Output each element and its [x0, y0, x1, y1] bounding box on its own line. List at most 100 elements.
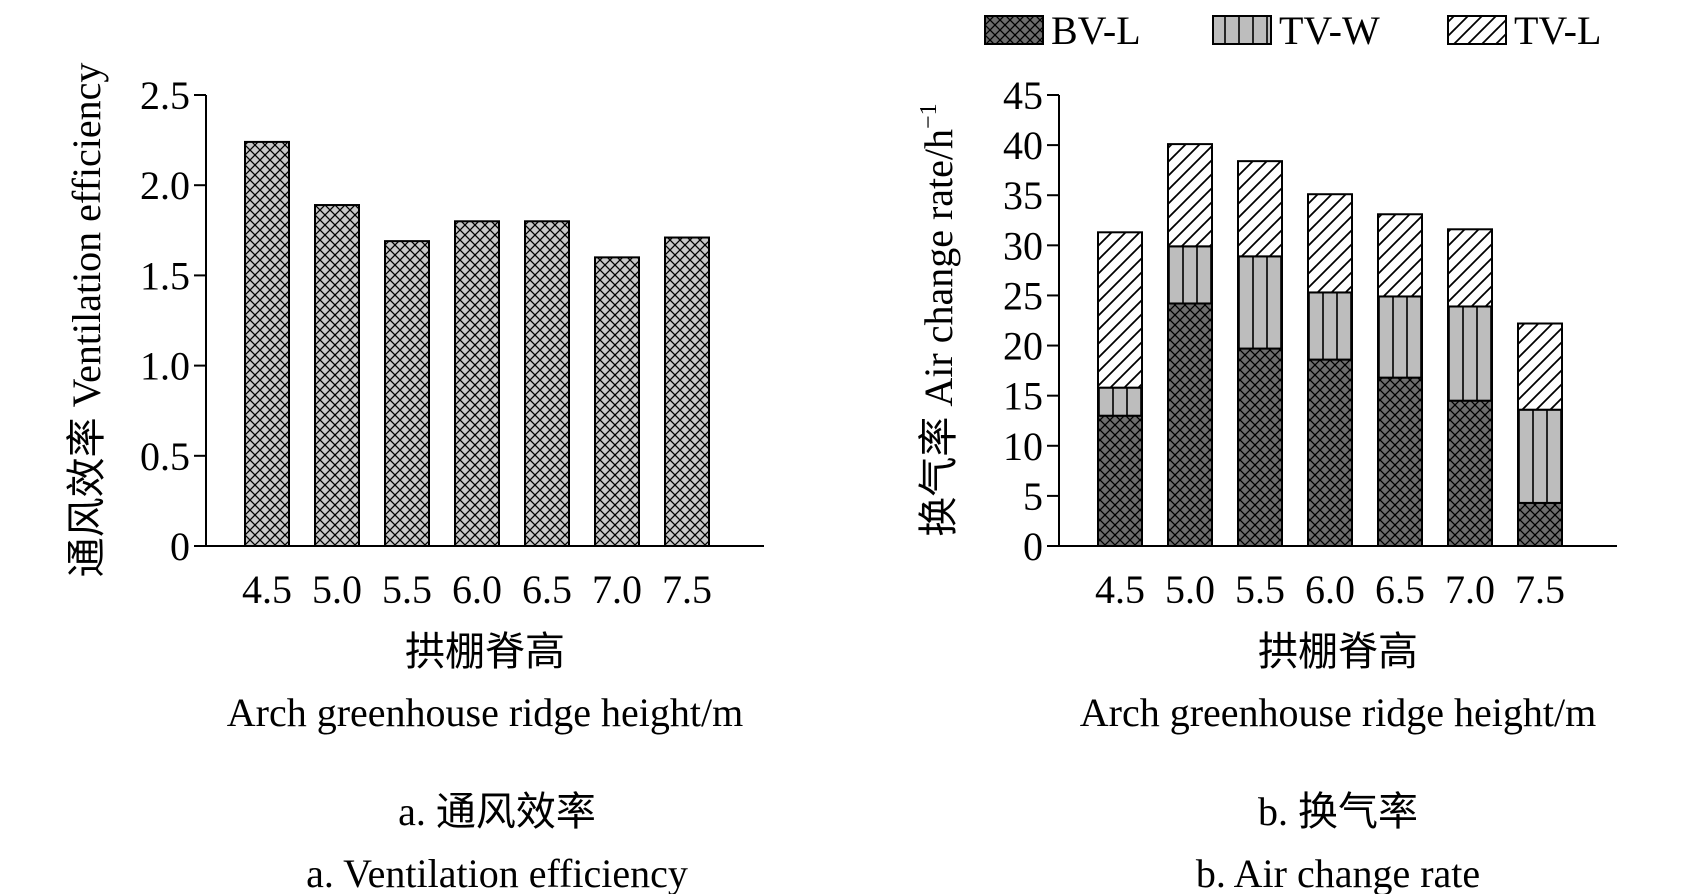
b-seg-hatch — [1167, 143, 1213, 248]
a-bar-hatch — [244, 140, 290, 548]
a-bar-hatch — [664, 236, 710, 548]
a-bar-hatch — [524, 220, 570, 547]
a-subtitle: a. Ventilation efficiency — [306, 851, 688, 894]
b-seg-hatch — [1377, 295, 1423, 379]
a-y-tick-label: 0.5 — [140, 434, 190, 479]
legend-label: TV-L — [1514, 8, 1601, 53]
a-y-tick-label: 2.0 — [140, 163, 190, 208]
b-bar-seg-tvl — [1097, 231, 1143, 389]
b-x-ticks: 4.5 5.0 5.5 6.0 6.5 7.0 7.5 — [1095, 567, 1565, 612]
b-subtitle: b. Air change rate — [1196, 851, 1480, 894]
b-seg-hatch — [1307, 193, 1353, 294]
b-y-tick-label: 45 — [1003, 73, 1043, 118]
b-seg-hatch — [1097, 414, 1143, 548]
b-title: b. 换气率 — [1258, 789, 1418, 834]
b-bar-seg-tvw — [1167, 245, 1213, 305]
b-x-tick-label: 5.0 — [1165, 567, 1215, 612]
a-x-tick-label: 6.5 — [522, 567, 572, 612]
b-ylabel-sup: −1 — [916, 103, 942, 129]
a-bar — [314, 204, 360, 547]
a-title: a. 通风效率 — [398, 789, 596, 834]
b-x-tick-label: 6.5 — [1375, 567, 1425, 612]
b-y-tick-label: 25 — [1003, 273, 1043, 318]
b-y-tick-label: 15 — [1003, 374, 1043, 419]
legend-item-tvl: TV-L — [1447, 8, 1601, 53]
b-x-tick-label: 5.5 — [1235, 567, 1285, 612]
b-x-tick-label: 7.0 — [1445, 567, 1495, 612]
b-x-tick-label: 4.5 — [1095, 567, 1145, 612]
b-bar-seg-bvl — [1237, 347, 1283, 547]
b-bar-seg-tvl — [1377, 213, 1423, 298]
b-bar-seg-bvl — [1447, 399, 1493, 547]
a-x-tick-label: 7.5 — [662, 567, 712, 612]
b-x-tick-label: 7.5 — [1515, 567, 1565, 612]
b-y-tick-label: 10 — [1003, 424, 1043, 469]
b-bar-seg-tvw — [1307, 291, 1353, 361]
b-legend: BV-L TV-W TV-L — [984, 8, 1601, 53]
b-xlabel-cn: 拱棚脊高 — [1258, 629, 1418, 674]
legend-item-tvw: TV-W — [1212, 8, 1380, 53]
a-bar-hatch — [454, 220, 500, 547]
legend-swatch — [1447, 15, 1507, 45]
a-bar-hatch — [594, 256, 640, 547]
legend-item-bvl: BV-L — [984, 8, 1141, 53]
panel-b: 0 5 10 15 20 25 30 35 40 45 4.5 5.0 5.5 6.0 6.5 7.0 7.5… — [916, 8, 1617, 894]
a-y-tick-label: 2.5 — [140, 73, 190, 118]
b-seg-hatch — [1237, 160, 1283, 258]
b-bar-seg-tvw — [1377, 295, 1423, 379]
b-seg-hatch — [1517, 501, 1563, 548]
b-ylabel-main: 换气率 Air change rate/h — [916, 129, 961, 537]
b-bar-seg-tvw — [1447, 305, 1493, 402]
b-seg-hatch — [1517, 408, 1563, 504]
a-bar-hatch — [314, 204, 360, 547]
b-seg-hatch — [1447, 228, 1493, 308]
a-bar — [664, 236, 710, 548]
a-y-ticks: 0 0.5 1.0 1.5 2.0 2.5 — [140, 73, 206, 569]
panel-a: 0 0.5 1.0 1.5 2.0 2.5 4.5 5.0 5.5 6.0 6.5 7.0 7.5 通… — [64, 63, 764, 894]
b-bars — [1097, 143, 1563, 548]
b-bar-seg-tvw — [1097, 386, 1143, 417]
a-y-tick-label: 0 — [170, 524, 190, 569]
b-bar-seg-tvl — [1237, 160, 1283, 258]
a-xlabel-cn: 拱棚脊高 — [405, 629, 565, 674]
b-seg-hatch — [1447, 305, 1493, 402]
b-bar-seg-tvl — [1447, 228, 1493, 308]
b-y-tick-label: 20 — [1003, 324, 1043, 369]
a-xlabel-en: Arch greenhouse ridge height/m — [227, 690, 744, 735]
legend-swatch — [984, 15, 1044, 45]
b-xlabel-en: Arch greenhouse ridge height/m — [1080, 690, 1597, 735]
legend-label: BV-L — [1051, 8, 1141, 53]
b-bar-seg-bvl — [1097, 414, 1143, 548]
b-seg-hatch — [1307, 291, 1353, 361]
b-y-ticks: 0 5 10 15 20 25 30 35 40 45 — [1003, 73, 1059, 569]
b-bar-seg-tvw — [1517, 408, 1563, 504]
b-seg-hatch — [1307, 358, 1353, 547]
a-ylabel: 通风效率 Ventilation efficiency — [64, 63, 109, 578]
b-seg-hatch — [1237, 255, 1283, 350]
b-bar-seg-tvl — [1517, 322, 1563, 411]
b-seg-hatch — [1097, 231, 1143, 389]
a-bar — [594, 256, 640, 547]
b-y-tick-label: 40 — [1003, 123, 1043, 168]
legend-swatch — [1212, 15, 1272, 45]
b-seg-hatch — [1097, 386, 1143, 417]
a-bar-hatch — [384, 240, 430, 547]
b-bar-seg-bvl — [1517, 501, 1563, 548]
b-seg-hatch — [1517, 322, 1563, 411]
b-bar-seg-tvl — [1307, 193, 1353, 294]
b-y-tick-label: 0 — [1023, 524, 1043, 569]
b-y-tick-label: 30 — [1003, 223, 1043, 268]
b-bar-seg-bvl — [1167, 302, 1213, 547]
b-bar-seg-tvl — [1167, 143, 1213, 248]
a-y-tick-label: 1.0 — [140, 344, 190, 389]
a-bars — [244, 140, 710, 548]
b-bar-seg-tvw — [1237, 255, 1283, 350]
legend-label: TV-W — [1279, 8, 1380, 53]
a-x-tick-label: 7.0 — [592, 567, 642, 612]
b-seg-hatch — [1237, 347, 1283, 547]
a-bar — [454, 220, 500, 547]
b-y-tick-label: 35 — [1003, 173, 1043, 218]
b-bar-seg-bvl — [1377, 376, 1423, 548]
b-seg-hatch — [1167, 245, 1213, 305]
a-bar — [384, 240, 430, 547]
